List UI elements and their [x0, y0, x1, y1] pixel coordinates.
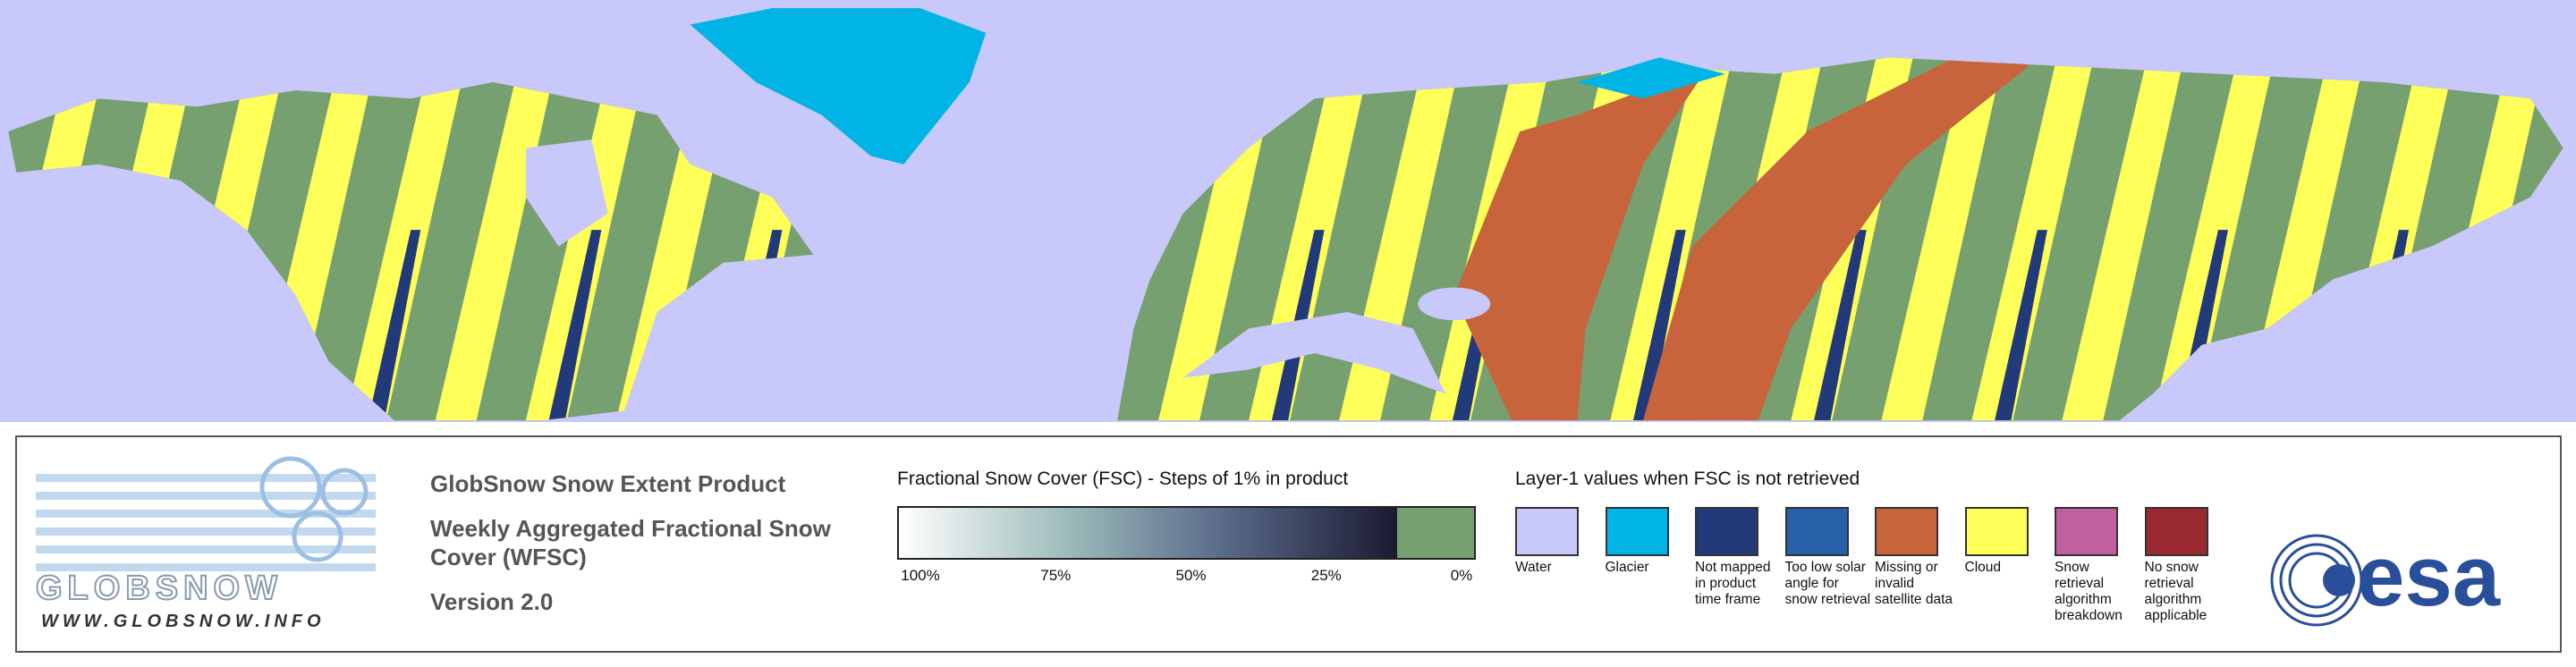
colorbar-zero — [1396, 508, 1474, 558]
product-version: Version 2.0 — [430, 588, 554, 615]
black-sea — [1418, 287, 1491, 321]
unmapped-stripe — [368, 230, 421, 421]
class-label: Glacier — [1605, 560, 1649, 575]
colorbar — [897, 506, 1476, 560]
cloud-stripe — [2152, 57, 2288, 421]
overlays — [525, 8, 1725, 394]
colorbar-tick-label: 50% — [1175, 567, 1207, 584]
class-swatch — [2144, 507, 2208, 556]
class-swatch — [2055, 507, 2118, 556]
class-label: Snow retrieval algorithm breakdown — [2055, 560, 2123, 623]
missing-data-band — [1453, 65, 1709, 421]
esa-text: esa — [2357, 529, 2501, 624]
class-swatch — [1784, 507, 1849, 556]
cloud-stripe — [1881, 57, 2016, 421]
product-subtitle-line: Weekly Aggregated Fractional Snow — [430, 515, 831, 542]
class-label: Not mapped in product time frame — [1695, 560, 1771, 607]
cloud-stripe — [2062, 57, 2198, 421]
cloud-stripe — [344, 57, 480, 421]
product-subtitle-line: Cover (WFSC) — [430, 544, 587, 570]
colorbar-tick-label: 75% — [1040, 567, 1072, 584]
unmapped-stripe — [1632, 230, 1686, 421]
colorbar-tick-label: 25% — [1310, 567, 1342, 584]
map — [0, 0, 2576, 422]
colorbar-tick-label: 100% — [901, 567, 940, 584]
class-swatch — [1605, 507, 1669, 556]
colorbar-gradient — [899, 508, 1397, 558]
product-title: GlobSnow Snow Extent Product — [430, 470, 786, 497]
unmapped-stripe — [1995, 230, 2047, 421]
cloud-stripe — [1610, 57, 1745, 421]
class-label: Water — [1515, 560, 1552, 575]
hudson-bay — [525, 139, 608, 247]
class-label: Missing or invalid satellite data — [1875, 560, 1953, 607]
logo-url: WWW.GLOBSNOW.INFO — [41, 612, 326, 631]
layer1-title: Layer-1 values when FSC is not retrieved — [1515, 469, 1860, 489]
colorbar-tick-label: 0% — [1450, 567, 1473, 584]
cloud-stripe — [2242, 57, 2378, 421]
mediterranean — [1182, 312, 1446, 394]
cloud-stripe — [1249, 57, 1384, 421]
cloud-stripe — [435, 57, 571, 421]
class-swatch — [1515, 507, 1579, 556]
missing-data-band — [1643, 57, 2029, 421]
unmapped-stripe — [1814, 230, 1867, 421]
class-label: No snow retrieval algorithm applicable — [2144, 560, 2207, 623]
cloud-stripe — [1971, 57, 2107, 421]
globsnow-logo: GLOBSNOW — [36, 456, 376, 608]
arctic-island — [1577, 57, 1725, 99]
logo-name: GLOBSNOW — [36, 570, 283, 607]
greenland — [690, 8, 987, 165]
unmapped-stripe — [548, 230, 602, 421]
class-swatch — [1875, 507, 1938, 556]
cloud-stripe — [1339, 57, 1474, 421]
class-label: Too low solar angle for snow retrieval — [1784, 560, 1871, 607]
class-label: Cloud — [1964, 560, 2002, 575]
esa-logo: esa — [2270, 529, 2501, 627]
legend-panel — [15, 435, 2562, 653]
class-swatch — [1964, 507, 2029, 556]
colorbar-title: Fractional Snow Cover (FSC) - Steps of 1… — [897, 469, 1349, 489]
class-swatch — [1695, 507, 1758, 556]
